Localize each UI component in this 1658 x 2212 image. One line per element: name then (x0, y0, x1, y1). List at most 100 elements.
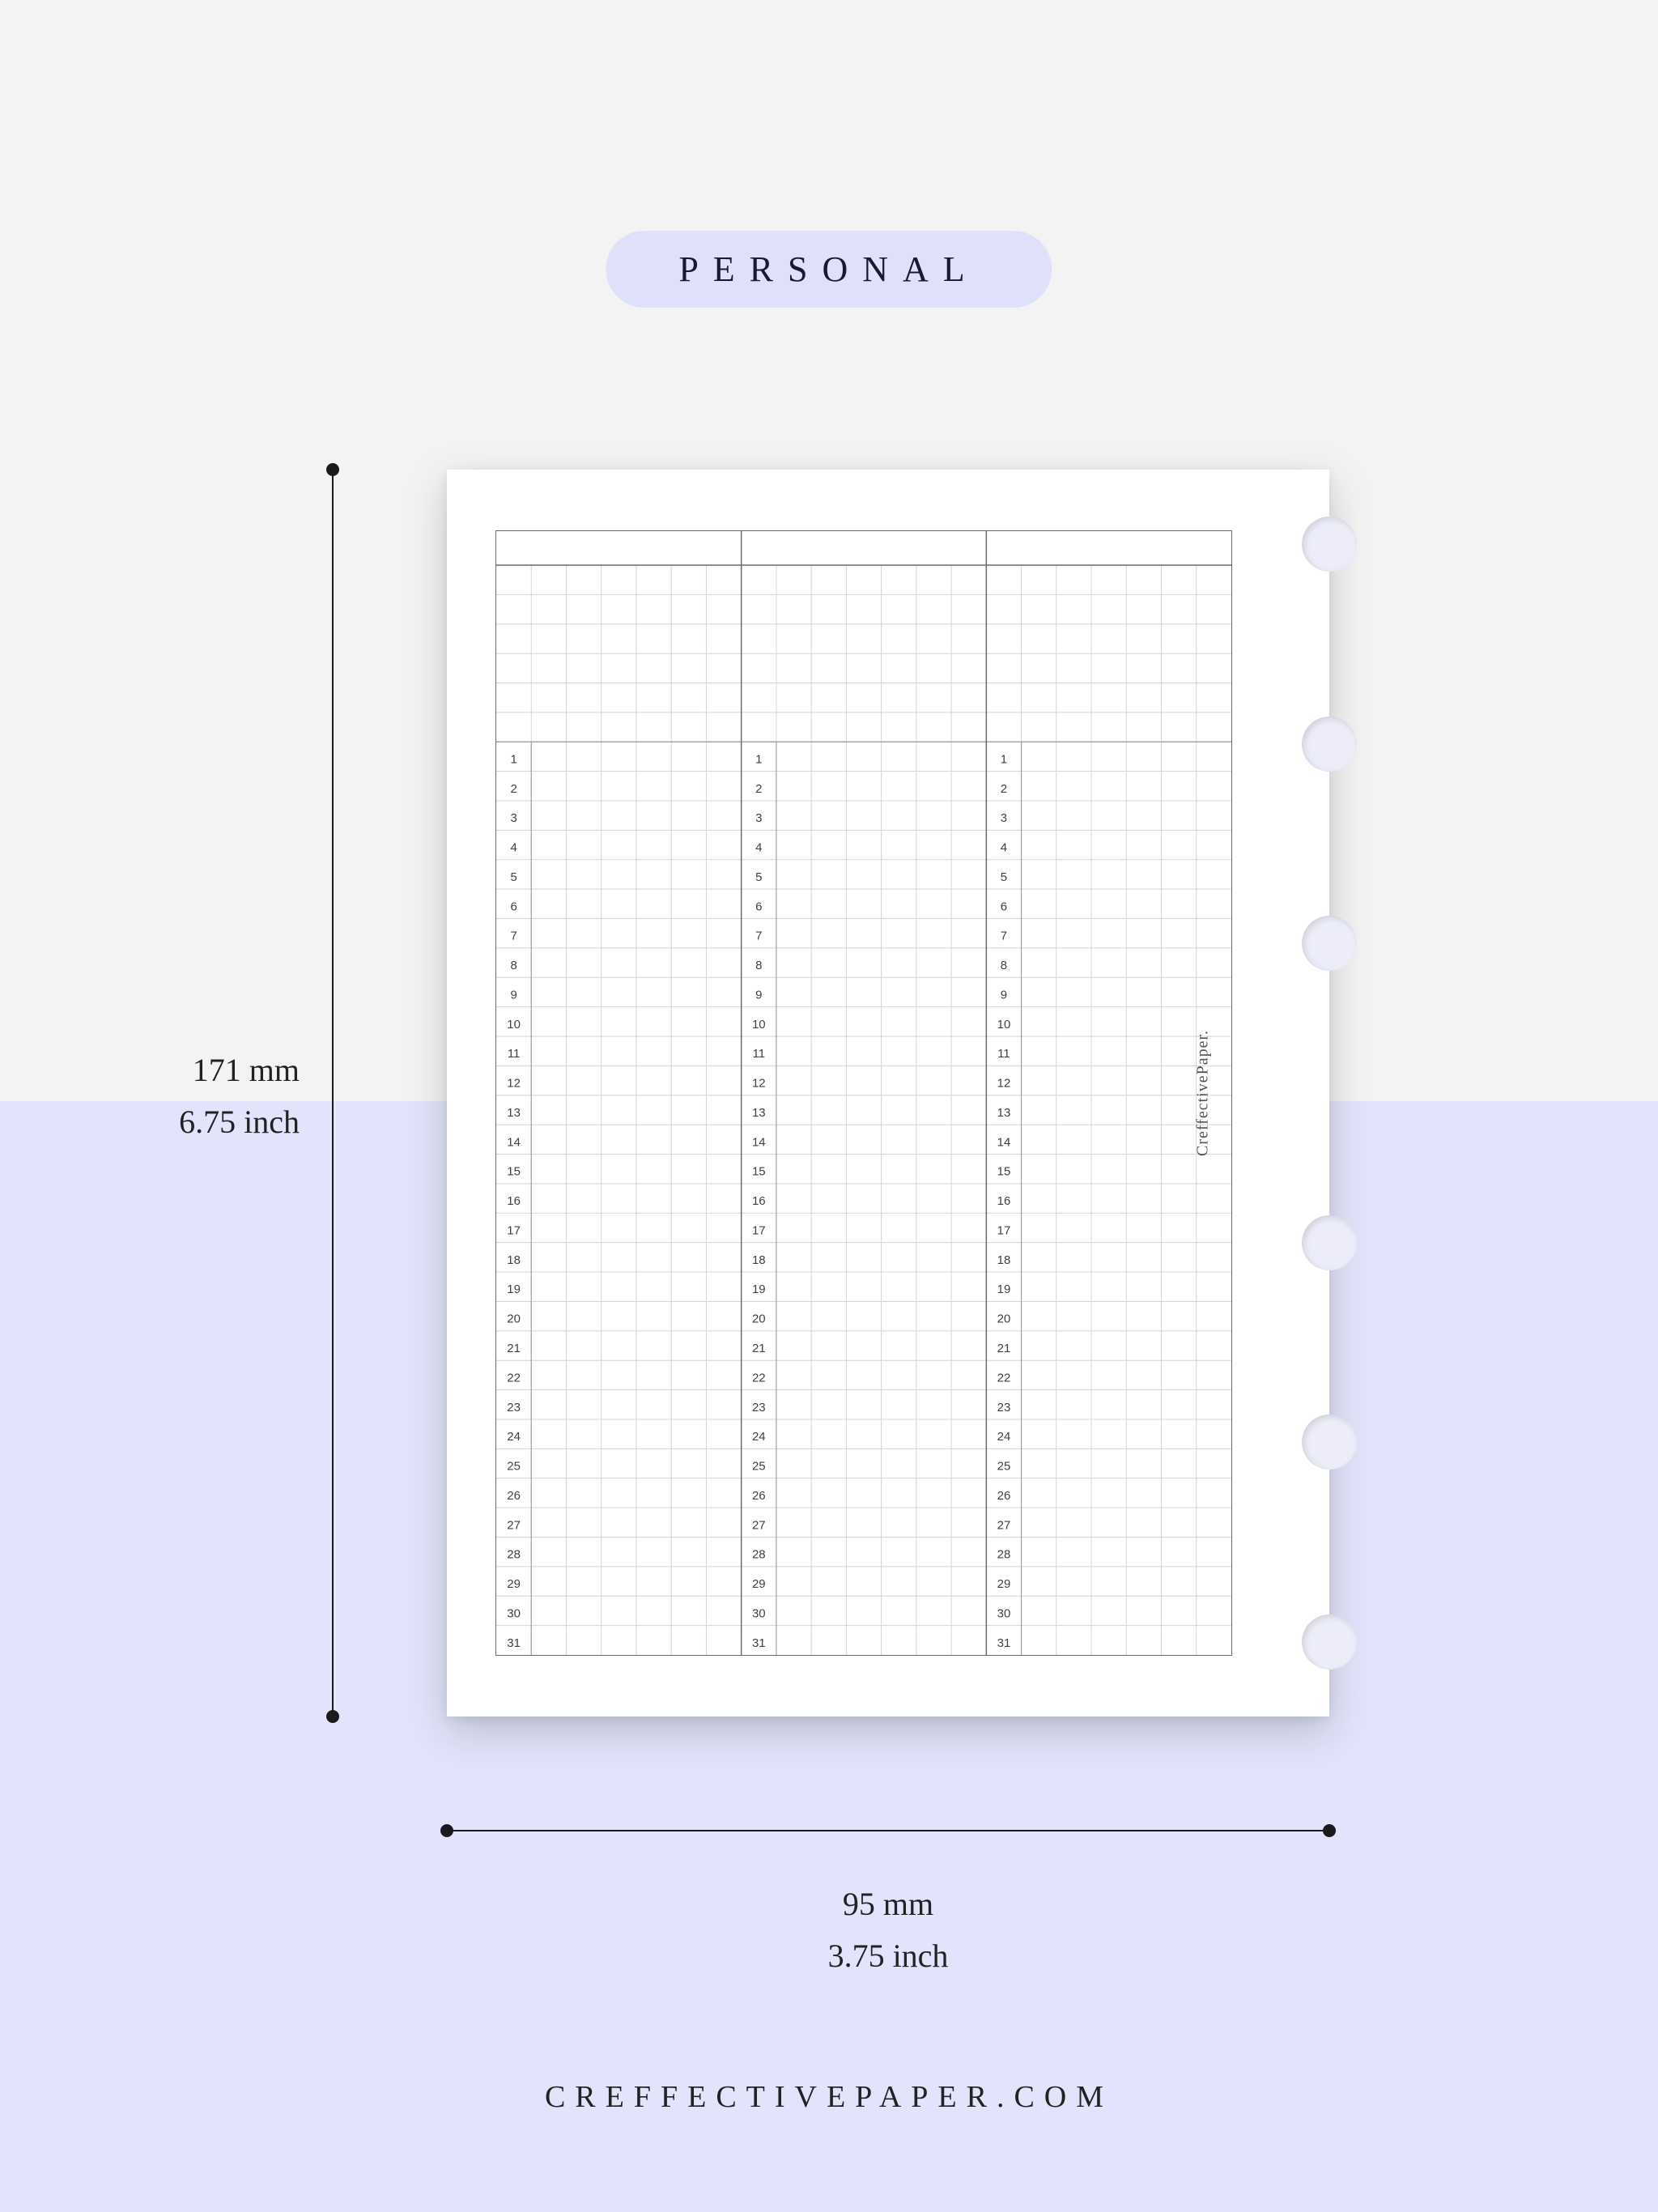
punch-holes (1300, 470, 1358, 1716)
svg-text:5: 5 (510, 870, 517, 884)
planner-page: 1112223334445556667778889991010101111111… (447, 470, 1329, 1716)
svg-text:5: 5 (755, 870, 762, 884)
svg-text:18: 18 (997, 1253, 1011, 1267)
punch-hole (1302, 1614, 1357, 1670)
svg-text:23: 23 (507, 1401, 521, 1414)
svg-text:19: 19 (997, 1283, 1011, 1296)
svg-text:28: 28 (507, 1548, 521, 1562)
svg-text:17: 17 (507, 1223, 521, 1237)
width-dimension-line (447, 1830, 1329, 1831)
page-preview: 1112223334445556667778889991010101111111… (447, 470, 1329, 1716)
svg-text:10: 10 (507, 1018, 521, 1032)
svg-text:30: 30 (997, 1606, 1011, 1620)
svg-text:16: 16 (997, 1194, 1011, 1208)
svg-text:10: 10 (997, 1018, 1011, 1032)
height-inch: 6.75 inch (130, 1096, 300, 1148)
svg-text:6: 6 (755, 900, 762, 913)
svg-text:5: 5 (1001, 870, 1007, 884)
svg-text:1: 1 (1001, 752, 1007, 766)
svg-text:9: 9 (510, 988, 517, 1002)
svg-text:27: 27 (507, 1518, 521, 1532)
svg-text:28: 28 (752, 1548, 766, 1562)
svg-text:27: 27 (752, 1518, 766, 1532)
footer-brand-text: CREFFECTIVEPAPER.COM (545, 2080, 1113, 2114)
svg-text:22: 22 (997, 1371, 1011, 1385)
svg-text:2: 2 (510, 782, 517, 796)
svg-text:1: 1 (510, 752, 517, 766)
svg-text:8: 8 (510, 959, 517, 972)
svg-text:24: 24 (997, 1430, 1011, 1444)
svg-text:11: 11 (508, 1047, 521, 1061)
svg-text:4: 4 (510, 841, 517, 855)
svg-text:22: 22 (507, 1371, 521, 1385)
svg-text:4: 4 (1001, 841, 1007, 855)
svg-text:17: 17 (997, 1223, 1011, 1237)
svg-text:19: 19 (752, 1283, 766, 1296)
svg-text:15: 15 (997, 1165, 1011, 1179)
svg-text:26: 26 (752, 1489, 766, 1503)
svg-text:17: 17 (752, 1223, 766, 1237)
svg-text:11: 11 (753, 1047, 766, 1061)
punch-hole (1302, 1215, 1357, 1270)
svg-text:14: 14 (997, 1135, 1011, 1149)
planner-grid: 1112223334445556667778889991010101111111… (495, 530, 1232, 1656)
svg-text:25: 25 (507, 1460, 521, 1474)
svg-text:20: 20 (752, 1312, 766, 1326)
svg-text:14: 14 (752, 1135, 766, 1149)
svg-text:2: 2 (1001, 782, 1007, 796)
svg-text:12: 12 (752, 1077, 766, 1091)
size-badge-label: PERSONAL (678, 249, 979, 289)
svg-text:21: 21 (997, 1342, 1011, 1355)
height-mm: 171 mm (130, 1044, 300, 1096)
svg-text:21: 21 (507, 1342, 521, 1355)
svg-text:29: 29 (507, 1577, 521, 1591)
svg-text:9: 9 (755, 988, 762, 1002)
svg-text:18: 18 (752, 1253, 766, 1267)
svg-text:13: 13 (752, 1106, 766, 1120)
svg-text:11: 11 (997, 1047, 1010, 1061)
svg-text:29: 29 (997, 1577, 1011, 1591)
svg-text:26: 26 (507, 1489, 521, 1503)
svg-text:31: 31 (997, 1636, 1011, 1650)
height-dimension-line (332, 470, 334, 1716)
punch-hole (1302, 717, 1357, 772)
svg-text:31: 31 (752, 1636, 766, 1650)
svg-text:7: 7 (755, 929, 762, 943)
svg-text:3: 3 (510, 811, 517, 825)
svg-text:18: 18 (507, 1253, 521, 1267)
svg-text:13: 13 (507, 1106, 521, 1120)
punch-hole (1302, 916, 1357, 971)
svg-text:3: 3 (1001, 811, 1007, 825)
svg-text:23: 23 (997, 1401, 1011, 1414)
page-watermark: CreffectivePaper. (1193, 1030, 1212, 1156)
svg-text:16: 16 (752, 1194, 766, 1208)
svg-text:30: 30 (507, 1606, 521, 1620)
svg-text:4: 4 (755, 841, 762, 855)
svg-text:10: 10 (752, 1018, 766, 1032)
svg-text:27: 27 (997, 1518, 1011, 1532)
svg-text:12: 12 (997, 1077, 1011, 1091)
svg-text:2: 2 (755, 782, 762, 796)
svg-text:30: 30 (752, 1606, 766, 1620)
width-dimension-labels: 95 mm 3.75 inch (447, 1878, 1329, 1982)
svg-text:7: 7 (510, 929, 517, 943)
svg-text:25: 25 (752, 1460, 766, 1474)
svg-text:28: 28 (997, 1548, 1011, 1562)
footer-brand: CREFFECTIVEPAPER.COM (0, 2079, 1658, 2115)
svg-text:22: 22 (752, 1371, 766, 1385)
svg-text:6: 6 (1001, 900, 1007, 913)
svg-text:26: 26 (997, 1489, 1011, 1503)
svg-text:6: 6 (510, 900, 517, 913)
svg-text:8: 8 (755, 959, 762, 972)
svg-text:20: 20 (507, 1312, 521, 1326)
svg-text:15: 15 (507, 1165, 521, 1179)
svg-text:9: 9 (1001, 988, 1007, 1002)
svg-text:24: 24 (507, 1430, 521, 1444)
punch-hole (1302, 1414, 1357, 1470)
svg-text:23: 23 (752, 1401, 766, 1414)
svg-text:20: 20 (997, 1312, 1011, 1326)
punch-hole (1302, 517, 1357, 572)
svg-text:29: 29 (752, 1577, 766, 1591)
svg-text:15: 15 (752, 1165, 766, 1179)
svg-text:19: 19 (507, 1283, 521, 1296)
